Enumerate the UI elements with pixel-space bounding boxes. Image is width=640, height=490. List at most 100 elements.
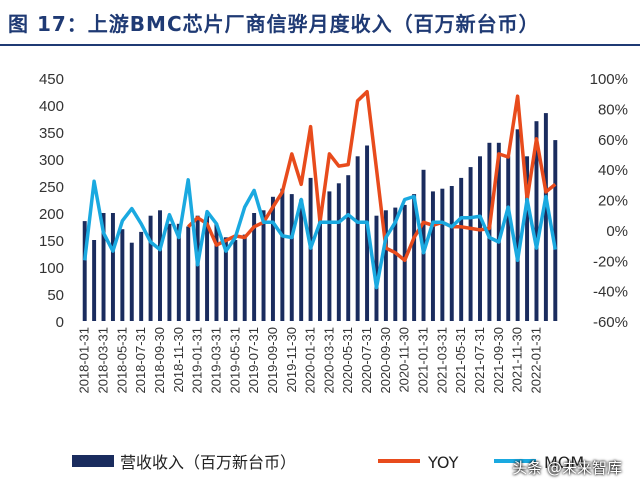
x-axis-tick-label: 2019-11-30 <box>284 327 299 393</box>
left-axis-ticks: 0 50 100 150 200 250 300 350 400 450 <box>39 71 64 331</box>
bar-revenue <box>82 221 87 321</box>
bar-revenue <box>318 210 322 321</box>
bar-revenue <box>289 194 294 321</box>
left-axis-tick-label: 50 <box>47 287 64 304</box>
left-axis-tick-label: 250 <box>39 179 64 196</box>
bar-revenue <box>449 186 454 321</box>
bar-revenue <box>468 167 473 321</box>
right-axis-tick-label: 100% <box>590 71 628 88</box>
right-axis-tick-label: -60% <box>593 314 628 331</box>
x-axis-tick-label: 2018-01-31 <box>77 327 92 394</box>
x-axis-tick-label: 2018-03-31 <box>96 327 111 394</box>
x-axis-tick-label: 2019-05-31 <box>227 327 242 394</box>
bar-revenue <box>299 199 304 321</box>
bar-revenue <box>430 191 435 321</box>
bar-revenue <box>270 196 275 321</box>
bar-revenue <box>158 210 162 321</box>
bar-revenue <box>139 231 144 321</box>
bar-revenue <box>506 156 511 321</box>
x-axis-tick-label: 2020-11-30 <box>397 327 412 393</box>
x-axis-tick-label: 2019-03-31 <box>208 327 223 394</box>
x-axis-tick-label: 2020-07-31 <box>359 327 374 394</box>
x-axis-tick-label: 2018-11-30 <box>171 327 186 393</box>
left-axis-tick-label: 350 <box>39 125 64 142</box>
x-axis-tick-label: 2021-03-31 <box>434 327 449 394</box>
bar-revenue <box>120 229 125 321</box>
left-axis-tick-label: 100 <box>39 260 64 277</box>
bar-revenue <box>280 188 285 321</box>
bar-revenue <box>487 142 492 321</box>
left-axis-tick-label: 450 <box>39 71 64 88</box>
bar-revenue <box>167 223 172 321</box>
x-axis-tick-label: 2020-05-31 <box>340 327 355 394</box>
x-axis-tick-label: 2021-05-31 <box>453 327 468 394</box>
bar-revenue <box>515 129 520 321</box>
chart-title: 图 17：上游BMC芯片厂商信骅月度收入（百万新台币） <box>8 12 540 36</box>
left-axis-tick-label: 400 <box>39 98 64 115</box>
bar-revenue <box>553 140 558 321</box>
legend-swatch-revenue <box>72 455 114 467</box>
left-axis-tick-label: 200 <box>39 206 64 223</box>
bar-revenue <box>543 113 548 321</box>
right-axis-ticks: -60% -40% -20% 0% 20% 40% 60% 80% 100% <box>590 71 628 331</box>
left-axis-tick-label: 300 <box>39 152 64 169</box>
bar-revenue <box>176 223 181 321</box>
watermark: 头条 @未来智库 <box>512 459 622 477</box>
bar-revenue <box>355 156 360 321</box>
right-axis-tick-label: -20% <box>593 253 628 270</box>
x-axis-tick-label: 2018-09-30 <box>152 327 167 394</box>
x-axis-tick-label: 2019-07-31 <box>246 327 261 394</box>
bar-revenue <box>383 210 388 321</box>
right-axis-tick-label: 60% <box>598 132 628 149</box>
x-axis-tick-label: 2018-07-31 <box>133 327 148 394</box>
legend-label-revenue: 营收收入（百万新台币） <box>120 453 296 472</box>
right-axis-tick-label: 40% <box>598 162 628 179</box>
bar-revenue <box>223 237 228 321</box>
bar-revenue <box>214 223 219 321</box>
bar-revenue <box>242 234 247 321</box>
bar-revenue <box>496 142 501 321</box>
left-axis-tick-label: 150 <box>39 233 64 250</box>
x-axis-tick-label: 2020-01-31 <box>303 327 318 394</box>
x-axis-tick-label: 2021-09-30 <box>491 327 506 394</box>
line-series <box>82 89 558 290</box>
bar-revenue <box>459 177 464 321</box>
bar-revenue <box>195 215 200 321</box>
x-axis-tick-label: 2019-09-30 <box>265 327 280 394</box>
x-axis-tick-label: 2022-01-31 <box>528 327 543 394</box>
bar-revenue <box>186 226 191 321</box>
bar-revenue <box>92 240 97 321</box>
title-bar: 图 17：上游BMC芯片厂商信骅月度收入（百万新台币） <box>0 0 640 46</box>
line-mom <box>82 178 558 290</box>
bar-revenue <box>110 213 115 321</box>
bar-revenue <box>402 204 407 321</box>
left-axis-tick-label: 0 <box>56 314 64 331</box>
x-axis-tick-label: 2021-11-30 <box>510 327 525 393</box>
bar-revenue <box>440 188 445 321</box>
x-axis-tick-label: 2021-07-31 <box>472 327 487 394</box>
bar-revenue <box>101 213 106 321</box>
x-axis-tick-label: 2019-01-31 <box>190 327 205 394</box>
bar-revenue <box>205 213 210 321</box>
bar-revenue <box>374 215 379 321</box>
bar-revenue <box>525 156 530 321</box>
bar-revenue <box>534 121 539 321</box>
x-axis-tick-label: 2020-03-31 <box>321 327 336 394</box>
x-axis-tick-label: 2018-05-31 <box>114 327 129 394</box>
bar-revenue <box>478 156 482 321</box>
bar-revenue <box>252 213 257 321</box>
right-axis-tick-label: -40% <box>593 284 628 301</box>
bar-revenue <box>129 242 134 321</box>
bar-revenue <box>393 207 398 321</box>
bar-revenue <box>148 215 153 321</box>
right-axis-tick-label: 80% <box>598 101 628 118</box>
bar-revenue <box>336 183 341 321</box>
bar-revenue <box>327 191 332 321</box>
bar-revenue <box>346 175 351 321</box>
x-axis-ticks: 2018-01-31 2018-03-31 2018-05-31 2018-07-31… <box>77 327 544 394</box>
legend-label-mom: MOM <box>544 453 584 472</box>
legend-label-yoy: YOY <box>427 453 459 472</box>
bar-revenue <box>261 210 266 321</box>
x-axis-tick-label: 2020-09-30 <box>378 327 393 394</box>
